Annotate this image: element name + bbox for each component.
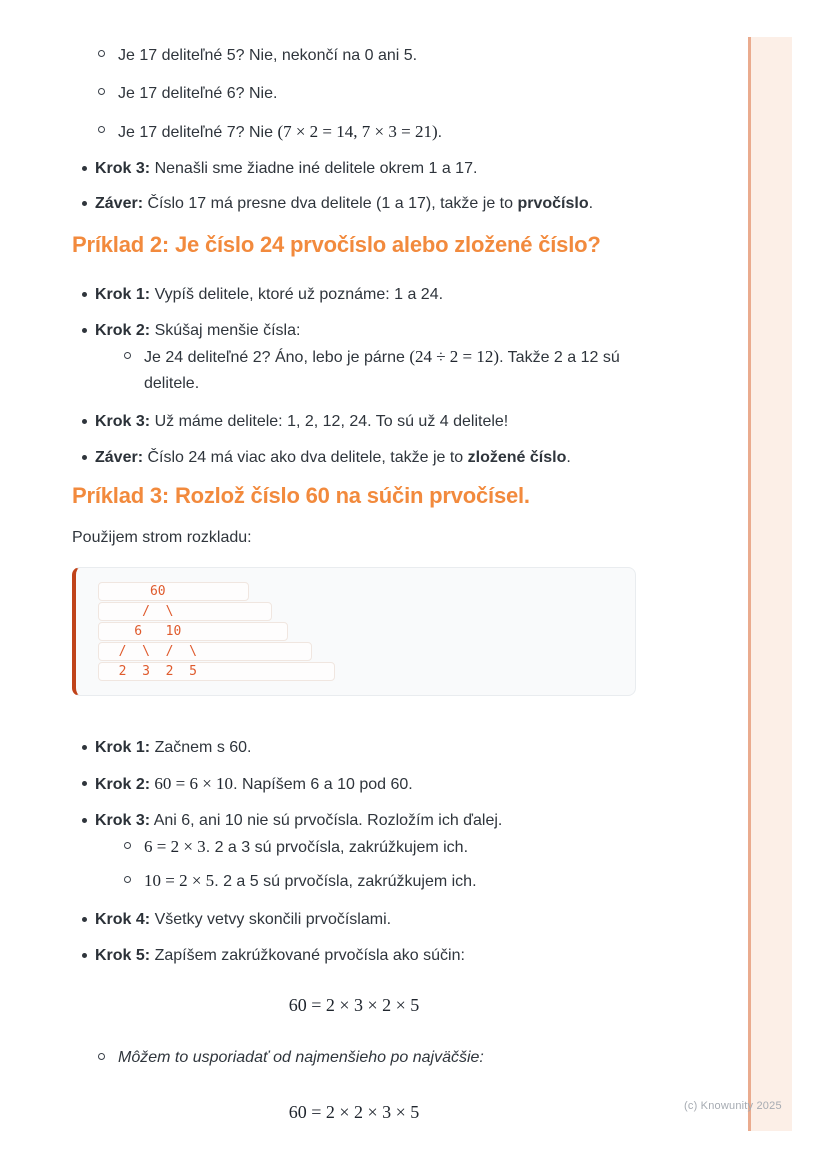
display-equation-sorted: 60 = 2 × 2 × 3 × 5 bbox=[288, 1102, 420, 1122]
step-label: Krok 3: bbox=[95, 413, 151, 430]
list-item-text: Skúšaj menšie čísla: bbox=[150, 322, 301, 339]
step-label: Záver: bbox=[95, 449, 144, 466]
step-label: Záver: bbox=[95, 195, 144, 212]
step-label: Krok 3: bbox=[95, 160, 151, 177]
highlighted-term: prvočíslo bbox=[517, 195, 589, 212]
code-line-text: 60 bbox=[98, 582, 249, 601]
list-item-text: Vypíš delitele, ktoré už poznáme: 1 a 24… bbox=[150, 286, 444, 303]
inline-math: (24 ÷ 2 = 12) bbox=[409, 347, 500, 366]
step-label: Krok 2: bbox=[95, 776, 151, 793]
italic-note-text: Môžem to usporiadať od najmenšieho po na… bbox=[118, 1049, 484, 1066]
code-line: 60 bbox=[98, 581, 619, 601]
inline-math: 10 = 2 × 5 bbox=[144, 871, 215, 890]
section-heading-example3: Príklad 3: Rozlož číslo 60 na súčin prvo… bbox=[72, 483, 530, 508]
list-item: Krok 1: Vypíš delitele, ktoré už poznáme… bbox=[72, 283, 636, 306]
list-item: Záver: Číslo 17 má presne dva delitele (… bbox=[72, 192, 636, 215]
inline-math: 60 = 6 × 10 bbox=[150, 774, 234, 793]
list-item-text: . Takže 2 a 12 sú delitele. bbox=[144, 349, 620, 392]
list-item: Krok 3: Ani 6, ani 10 nie sú prvočísla. … bbox=[72, 809, 636, 895]
document-content: Je 17 deliteľné 5? Nie, nekončí na 0 ani… bbox=[72, 0, 636, 1124]
inline-math: 6 = 2 × 3 bbox=[144, 837, 206, 856]
list-item-text: . 2 a 3 sú prvočísla, zakrúžkujem ich. bbox=[205, 839, 469, 856]
list-item: Krok 4: Všetky vetvy skončili prvočíslam… bbox=[72, 908, 636, 931]
list-item-text: Ani 6, ani 10 nie sú prvočísla. Rozložím… bbox=[150, 812, 503, 829]
code-line-text: 6 10 bbox=[98, 622, 289, 641]
nested-sub-list: 6 = 2 × 3. 2 a 3 sú prvočísla, zakrúžkuj… bbox=[98, 834, 636, 895]
list-item: Je 17 deliteľné 5? Nie, nekončí na 0 ani… bbox=[98, 42, 636, 70]
step-label: Krok 3: bbox=[95, 812, 151, 829]
list-item: 10 = 2 × 5. 2 a 5 sú prvočísla, zakrúžku… bbox=[124, 868, 636, 895]
code-line-text: / \ / \ bbox=[98, 642, 312, 661]
code-line: / \ / \ bbox=[98, 641, 619, 661]
list-item-text: . bbox=[566, 449, 571, 466]
list-item: Je 24 deliteľné 2? Áno, lebo je párne (2… bbox=[124, 344, 632, 397]
code-line-text: 2 3 2 5 bbox=[98, 662, 335, 681]
list-item-text: Zapíšem zakrúžkované prvočísla ako súčin… bbox=[150, 947, 465, 964]
list-item-text: Je 17 deliteľné 7? Nie bbox=[118, 124, 278, 141]
list-item: Krok 1: Začnem s 60. bbox=[72, 736, 636, 759]
list-item: Krok 5: Zapíšem zakrúžkované prvočísla a… bbox=[72, 944, 636, 967]
list-item: 6 = 2 × 3. 2 a 3 sú prvočísla, zakrúžkuj… bbox=[124, 834, 636, 861]
copyright-footer: (c) Knowunity 2025 bbox=[684, 1100, 782, 1112]
list-item-text: Všetky vetvy skončili prvočíslami. bbox=[150, 911, 392, 928]
list-item-text: . bbox=[437, 124, 443, 141]
section-heading-example2: Príklad 2: Je číslo 24 prvočíslo alebo z… bbox=[72, 232, 601, 257]
list-item: Krok 2: Skúšaj menšie čísla: Je 24 delit… bbox=[72, 319, 636, 397]
intro-paragraph: Použijem strom rozkladu: bbox=[72, 529, 252, 546]
list-item: Môžem to usporiadať od najmenšieho po na… bbox=[98, 1045, 636, 1071]
example1-conclusion-list: Krok 3: Nenašli sme žiadne iné delitele … bbox=[72, 157, 636, 215]
list-item-text: Nenašli sme žiadne iné delitele okrem 1 … bbox=[150, 160, 478, 177]
right-margin-stripe bbox=[748, 37, 792, 1131]
list-item-text: Už máme delitele: 1, 2, 12, 24. To sú už… bbox=[150, 413, 509, 430]
reorder-note-list: Môžem to usporiadať od najmenšieho po na… bbox=[72, 1045, 636, 1071]
list-item-text: . 2 a 5 sú prvočísla, zakrúžkujem ich. bbox=[214, 873, 477, 890]
step-label: Krok 4: bbox=[95, 911, 151, 928]
display-equation-unsorted: 60 = 2 × 3 × 2 × 5 bbox=[288, 995, 420, 1015]
factor-tree-code-block: 60 / \ 6 10 / \ / \ 2 3 2 5 bbox=[72, 567, 636, 696]
list-item-text: . bbox=[588, 195, 594, 212]
list-item-text: Číslo 17 má presne dva delitele (1 a 17)… bbox=[143, 195, 518, 212]
nested-sub-list: Je 24 deliteľné 2? Áno, lebo je párne (2… bbox=[98, 344, 636, 397]
step-label: Krok 5: bbox=[95, 947, 151, 964]
list-item-text: Začnem s 60. bbox=[150, 739, 252, 756]
list-item-text: Je 17 deliteľné 6? Nie. bbox=[118, 85, 278, 102]
list-item-text: . Napíšem 6 a 10 pod 60. bbox=[233, 776, 413, 793]
divisibility-check-list: Je 17 deliteľné 5? Nie, nekončí na 0 ani… bbox=[72, 42, 636, 147]
list-item: Krok 3: Už máme delitele: 1, 2, 12, 24. … bbox=[72, 410, 636, 433]
list-item: Krok 3: Nenašli sme žiadne iné delitele … bbox=[72, 157, 636, 180]
code-line: 2 3 2 5 bbox=[98, 661, 619, 681]
step-label: Krok 1: bbox=[95, 739, 151, 756]
step-label: Krok 2: bbox=[95, 322, 151, 339]
example2-steps-list: Krok 1: Vypíš delitele, ktoré už poznáme… bbox=[72, 283, 636, 469]
step-label: Krok 1: bbox=[95, 286, 151, 303]
inline-math: (7 × 2 = 14, 7 × 3 = 21) bbox=[277, 122, 438, 141]
code-line-text: / \ bbox=[98, 602, 273, 621]
example3-steps-list: Krok 1: Začnem s 60. Krok 2: 60 = 6 × 10… bbox=[72, 736, 636, 967]
list-item: Krok 2: 60 = 6 × 10. Napíšem 6 a 10 pod … bbox=[72, 772, 636, 796]
code-line: 6 10 bbox=[98, 621, 619, 641]
list-item-text: Je 17 deliteľné 5? Nie, nekončí na 0 ani… bbox=[118, 47, 418, 64]
list-item-text: Číslo 24 má viac ako dva delitele, takže… bbox=[143, 449, 468, 466]
list-item-text: Je 24 deliteľné 2? Áno, lebo je párne bbox=[144, 349, 410, 366]
list-item: Záver: Číslo 24 má viac ako dva delitele… bbox=[72, 446, 636, 469]
highlighted-term: zložené číslo bbox=[467, 449, 567, 466]
code-line: / \ bbox=[98, 601, 619, 621]
list-item: Je 17 deliteľné 7? Nie (7 × 2 = 14, 7 × … bbox=[98, 118, 636, 147]
list-item: Je 17 deliteľné 6? Nie. bbox=[98, 80, 636, 108]
